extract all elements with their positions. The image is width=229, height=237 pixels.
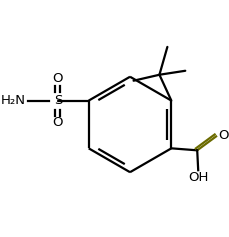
Text: O: O [52, 72, 63, 85]
Text: O: O [52, 116, 63, 129]
Text: H₂N: H₂N [1, 94, 26, 107]
Text: O: O [218, 129, 228, 142]
Text: S: S [53, 94, 62, 107]
Text: OH: OH [187, 171, 207, 184]
